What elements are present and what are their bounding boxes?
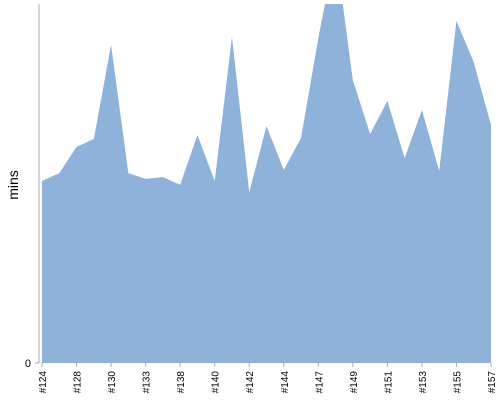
x-tick-label: #138 [176,371,187,394]
x-tick-label: #133 [142,371,153,394]
x-tick-label: #153 [418,371,429,394]
x-tick-label: #151 [383,371,394,394]
x-tick-label: #128 [73,371,84,394]
x-tick-label: #149 [349,371,360,394]
x-tick-label: #140 [211,371,222,394]
x-tick-label: #124 [38,371,49,394]
x-tick-label: #155 [452,371,463,394]
x-tick-label: #142 [245,371,256,394]
plot-area [42,4,491,363]
y-tick-label: 0 [25,358,31,370]
area [42,4,491,363]
x-tick-label: #144 [280,371,291,394]
x-tick-label: #130 [107,371,118,394]
x-tick-label: #157 [487,371,498,394]
y-axis-label: mins [5,170,21,200]
x-tick-label: #147 [314,371,325,394]
